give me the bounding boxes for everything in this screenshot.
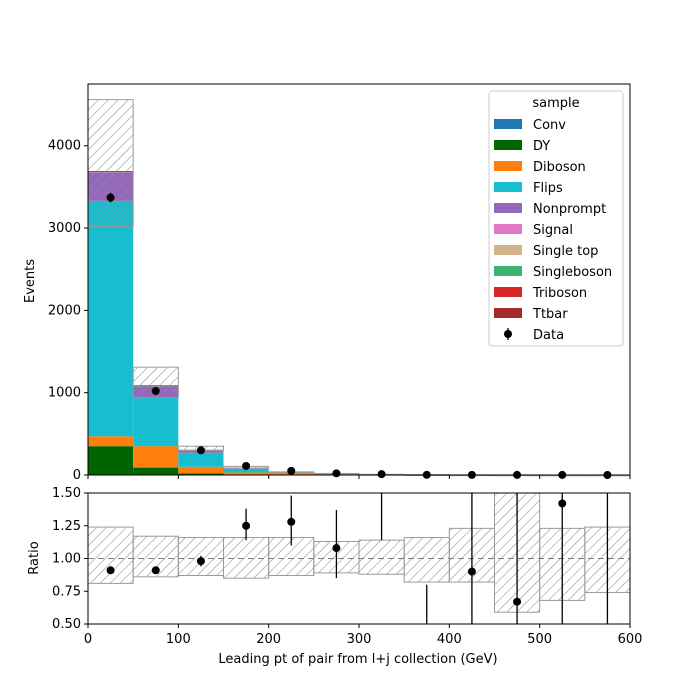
legend-label-singleboson: Singleboson [533,265,612,280]
legend-swatch-singleboson [494,266,522,276]
bar-flips [88,200,134,437]
y-axis-label-main: Events [23,259,38,303]
ratio-uncertainty-band [223,537,270,579]
legend-swatch-conv [494,119,522,129]
legend-swatch-ttbar [494,308,522,318]
data-point [106,193,115,202]
legend-label-flips: Flips [533,181,563,196]
data-point [196,446,205,455]
legend-swatch-single-top [494,245,522,255]
data-point [332,469,341,478]
y-tick-label-ratio: 0.50 [52,617,81,632]
x-tick-label: 200 [256,632,281,647]
x-tick-label: 400 [437,632,462,647]
ratio-plot-area [88,493,630,624]
legend-swatch-diboson [494,161,522,171]
bar-dy [178,473,224,475]
data-point [242,461,251,470]
bar-diboson [223,472,269,475]
bar-flips [133,397,179,447]
y-tick-label-ratio: 1.00 [52,552,81,567]
bar-flips [178,452,224,467]
y-tick-label-main: 0 [73,468,81,483]
data-point [377,470,386,479]
legend-swatch-triboson [494,287,522,297]
y-tick-label-main: 4000 [48,139,81,154]
ratio-point [467,567,476,576]
y-tick-label-ratio: 1.25 [52,519,81,534]
ratio-uncertainty-band [403,537,450,583]
legend-label-diboson: Diboson [533,160,586,175]
ratio-point [106,566,115,575]
legend-box [488,90,624,347]
x-tick-label: 500 [527,632,552,647]
mc-uncertainty-band [87,99,134,227]
x-tick-label: 300 [347,632,372,647]
legend-label-nonprompt: Nonprompt [533,202,606,217]
data-point [287,466,296,475]
main-panel: 0 1000 2000 3000 4000 sample Conv DY Diboson Flip… [48,83,631,483]
legend-title: sample [532,96,579,111]
legend-label-signal: Signal [533,223,573,238]
ratio-uncertainty-band [358,539,405,575]
legend-label-data: Data [533,328,564,343]
x-tick-label: 0 [84,632,92,647]
y-tick-label-ratio: 1.50 [52,486,81,501]
ratio-point [332,544,341,553]
legend-label-conv: Conv [533,118,566,133]
bar-diboson [178,466,224,474]
legend-swatch-flips [494,182,522,192]
legend-swatch-nonprompt [494,203,522,213]
x-tick-label: 100 [166,632,191,647]
bar-dy [88,446,134,475]
legend-label-triboson: Triboson [532,286,587,301]
legend-marker-data [504,330,512,338]
x-axis-label: Leading pt of pair from l+j collection (… [218,652,497,667]
ratio-point [558,499,567,508]
x-tick-label: 600 [618,632,643,647]
ratio-uncertainty-band [88,526,134,584]
ratio-point [242,521,251,530]
data-point [151,387,160,396]
y-tick-label-main: 1000 [48,386,81,401]
legend-swatch-dy [494,140,522,150]
ratio-point [151,566,160,575]
y-axis-label-ratio: Ratio [27,541,42,574]
ratio-point [513,597,522,606]
y-tick-label-main: 2000 [48,303,81,318]
legend-swatch-signal [494,224,522,234]
ratio-panel: 0.50 0.75 1.00 1.25 1.50 0 100 200 300 400 500 600 [52,486,642,647]
legend-label-single-top: Single top [533,244,598,259]
bar-diboson [88,436,134,447]
ratio-point [287,517,296,526]
ratio-point [196,557,205,566]
y-tick-label-main: 3000 [48,221,81,236]
bar-flips [223,468,269,473]
y-tick-label-ratio: 0.75 [52,584,81,599]
legend-label-dy: DY [533,139,550,154]
legend-label-ttbar: Ttbar [532,307,568,322]
bar-diboson [133,446,179,468]
bar-dy [133,467,179,475]
